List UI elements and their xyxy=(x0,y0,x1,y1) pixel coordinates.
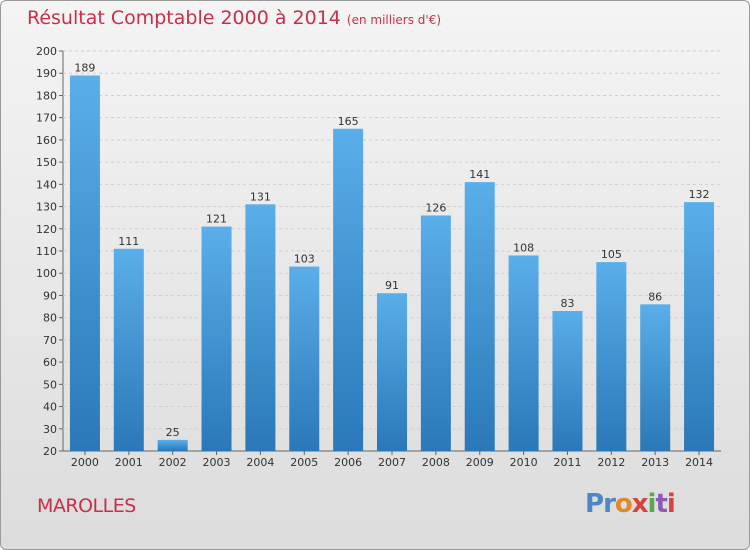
bar-2008 xyxy=(420,215,451,451)
bar-2011 xyxy=(552,311,583,451)
x-tick-label-2003: 2003 xyxy=(203,456,231,469)
bar-2000 xyxy=(69,75,100,451)
y-tick-label: 180 xyxy=(36,89,57,102)
y-tick-label: 190 xyxy=(36,67,57,80)
bar-2004 xyxy=(245,204,276,451)
y-tick-label: 70 xyxy=(43,334,57,347)
data-label-2013: 86 xyxy=(648,290,662,303)
bar-2007 xyxy=(377,293,407,451)
y-tick-label: 50 xyxy=(43,378,57,391)
x-tick-label-2004: 2004 xyxy=(246,456,274,469)
y-tick-label: 90 xyxy=(43,289,57,302)
y-tick-label: 120 xyxy=(36,223,57,236)
x-tick-label-2000: 2000 xyxy=(71,456,99,469)
y-tick-label: 150 xyxy=(36,156,57,169)
x-tick-label-2006: 2006 xyxy=(334,456,362,469)
bars xyxy=(69,75,715,451)
x-tick-label-2008: 2008 xyxy=(422,456,450,469)
y-tick-label: 80 xyxy=(43,312,57,325)
y-tick-label: 40 xyxy=(43,401,57,414)
data-label-2000: 189 xyxy=(74,61,95,74)
data-label-2010: 108 xyxy=(513,241,534,254)
chart-title-text: Résultat Comptable 2000 à 2014 xyxy=(27,7,341,29)
x-tick-label-2014: 2014 xyxy=(685,456,713,469)
bar-2013 xyxy=(640,304,671,451)
x-tick-label-2005: 2005 xyxy=(290,456,318,469)
bar-2003 xyxy=(201,226,232,451)
y-tick-label: 30 xyxy=(43,423,57,436)
y-tick-label: 100 xyxy=(36,267,57,280)
data-label-2007: 91 xyxy=(385,279,399,292)
bar-2009 xyxy=(464,182,495,451)
data-label-2002: 25 xyxy=(166,426,180,439)
data-label-2014: 132 xyxy=(689,188,710,201)
x-tick-label-2001: 2001 xyxy=(115,456,143,469)
bar-2005 xyxy=(289,266,320,451)
data-label-2001: 111 xyxy=(118,235,139,248)
bar-2010 xyxy=(508,255,539,451)
data-labels: 189 111 25 121 131 103 165 91 126 141 108 83 105 86 13… xyxy=(74,61,709,438)
bar-2002 xyxy=(157,439,188,451)
y-tick-label: 170 xyxy=(36,112,57,125)
x-tick-label-2012: 2012 xyxy=(597,456,625,469)
x-tick-label-2009: 2009 xyxy=(466,456,494,469)
x-tick-label-2010: 2010 xyxy=(510,456,538,469)
bar-2014 xyxy=(684,202,715,451)
x-tick-label-2013: 2013 xyxy=(641,456,669,469)
y-tick-label: 20 xyxy=(43,445,57,458)
data-label-2003: 121 xyxy=(206,213,227,226)
y-tick-label: 110 xyxy=(36,245,57,258)
chart-subtitle: (en milliers d'€) xyxy=(346,13,442,27)
data-label-2005: 103 xyxy=(294,253,315,266)
data-label-2006: 165 xyxy=(338,115,359,128)
y-tick-label: 130 xyxy=(36,201,57,214)
x-tick-label-2002: 2002 xyxy=(159,456,187,469)
y-tick-label: 140 xyxy=(36,178,57,191)
x-tick-label-2011: 2011 xyxy=(553,456,581,469)
y-tick-label: 160 xyxy=(36,134,57,147)
data-label-2009: 141 xyxy=(469,168,490,181)
y-tick-label: 200 xyxy=(36,45,57,58)
y-tick-label: 60 xyxy=(43,356,57,369)
data-label-2004: 131 xyxy=(250,190,271,203)
proxiti-logo: Proxiti xyxy=(585,489,676,519)
data-label-2008: 126 xyxy=(425,201,446,214)
y-axis-ticks: 20 30 40 50 60 70 80 90 100 110 120 130 140 150 160 170… xyxy=(36,45,63,458)
chart-title: Résultat Comptable 2000 à 2014 (en millie… xyxy=(27,7,441,29)
bar-2006 xyxy=(333,128,364,451)
x-axis-ticks: 2000 2001 2002 2003 2004 2005 2006 2007 2008 2009… xyxy=(71,451,713,469)
data-label-2011: 83 xyxy=(560,297,574,310)
bar-2001 xyxy=(113,248,144,451)
bar-2012 xyxy=(596,262,627,451)
commune-name: MAROLLES xyxy=(37,495,136,517)
data-label-2012: 105 xyxy=(601,248,622,261)
x-tick-label-2007: 2007 xyxy=(378,456,406,469)
